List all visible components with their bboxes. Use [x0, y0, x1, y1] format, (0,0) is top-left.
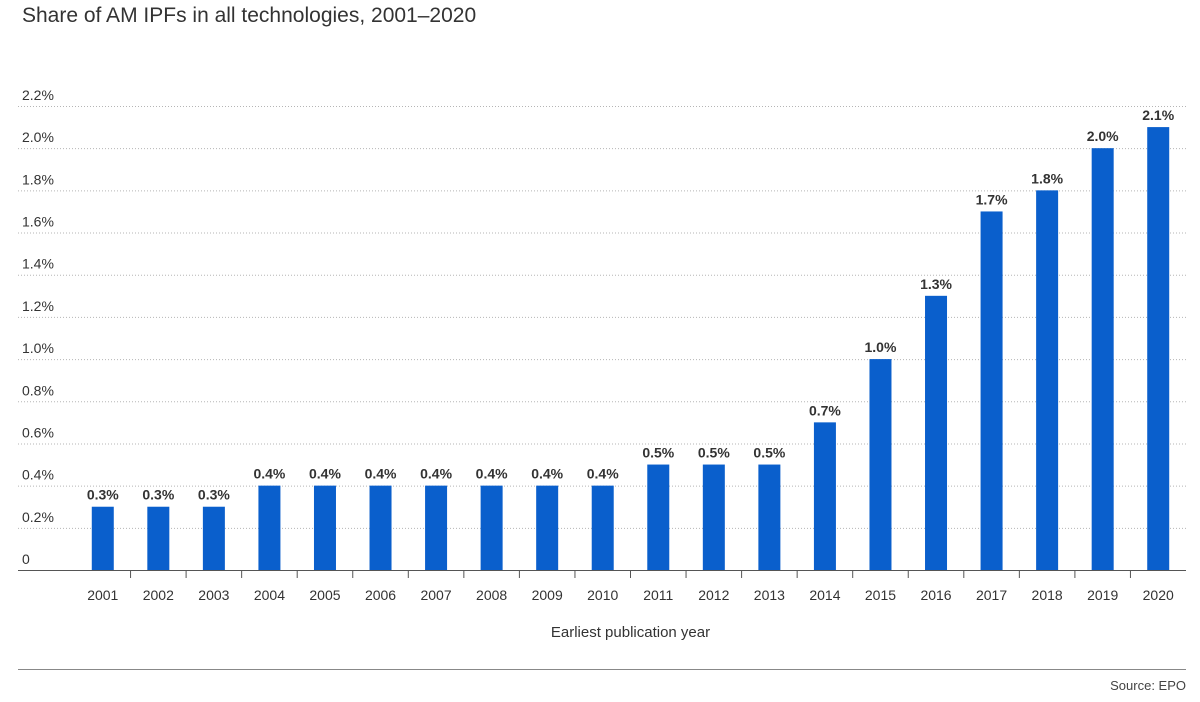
bar-value-label: 0.3%	[198, 487, 230, 503]
bar	[1147, 127, 1170, 570]
y-tick-label: 2.2%	[22, 87, 54, 103]
x-tick-label: 2016	[920, 587, 951, 603]
bars	[91, 127, 1170, 571]
x-tick-label: 2007	[420, 587, 451, 603]
bar-value-label: 0.5%	[753, 445, 785, 461]
x-tick-label: 2019	[1087, 587, 1118, 603]
bar	[147, 506, 170, 570]
chart-title: Share of AM IPFs in all technologies, 20…	[22, 4, 477, 27]
bar	[813, 422, 836, 570]
y-tick-label: 1.6%	[22, 214, 54, 230]
source-note: Source: EPO	[1110, 678, 1186, 693]
bar	[869, 359, 892, 570]
bar	[925, 295, 948, 570]
bar	[480, 485, 503, 570]
y-tick-label: 0.2%	[22, 509, 54, 525]
bar-value-label: 0.4%	[420, 466, 452, 482]
y-axis-ticks: 0 0.2% 0.4% 0.6% 0.8% 1.0% 1.2% 1.4% 1.6% 1.8% 2.0…	[22, 87, 54, 567]
x-tick-label: 2006	[365, 587, 396, 603]
bar	[647, 464, 670, 570]
bar-value-label: 1.8%	[1031, 170, 1063, 186]
y-tick-label: 1.4%	[22, 256, 54, 272]
bar-value-label: 0.5%	[642, 445, 674, 461]
bar	[369, 485, 392, 570]
x-tick-label: 2008	[476, 587, 507, 603]
bar	[1036, 190, 1059, 570]
y-tick-label: 0.8%	[22, 382, 54, 398]
y-tick-label: 0.6%	[22, 424, 54, 440]
bar	[202, 506, 225, 570]
bar	[591, 485, 614, 570]
x-tick-label: 2015	[865, 587, 896, 603]
bar-value-label: 0.7%	[809, 402, 841, 418]
x-tick-label: 2004	[254, 587, 285, 603]
x-tick-label: 2011	[643, 587, 673, 603]
x-tick-label: 2018	[1032, 587, 1063, 603]
bar	[1091, 148, 1114, 570]
bar-value-label: 2.1%	[1142, 107, 1174, 123]
bar	[980, 211, 1003, 571]
x-tick-label: 2009	[532, 587, 563, 603]
bar-value-label: 1.3%	[920, 276, 952, 292]
bar-value-label: 0.4%	[253, 466, 285, 482]
x-tick-label: 2012	[698, 587, 729, 603]
x-tick-label: 2017	[976, 587, 1007, 603]
bar	[258, 485, 281, 570]
bar	[313, 485, 336, 570]
bar-value-label: 1.0%	[865, 339, 897, 355]
x-tick-label: 2003	[198, 587, 229, 603]
bar	[536, 485, 559, 570]
bar-value-label: 1.7%	[976, 191, 1008, 207]
x-tick-label: 2010	[587, 587, 618, 603]
x-axis-label: Earliest publication year	[551, 624, 710, 641]
bar-value-label: 0.5%	[698, 445, 730, 461]
x-axis-ticks: 2001 2002 2003 2004 2005 2006 2007 2008 2009 2010…	[87, 570, 1174, 603]
x-tick-label: 2005	[309, 587, 340, 603]
x-tick-label: 2002	[143, 587, 174, 603]
bar	[91, 506, 114, 570]
bar	[425, 485, 448, 570]
y-tick-label: 1.2%	[22, 298, 54, 314]
x-tick-label: 2014	[809, 587, 840, 603]
y-tick-label: 0	[22, 551, 30, 567]
bar-value-label: 0.4%	[587, 466, 619, 482]
bar-value-label: 0.4%	[531, 466, 563, 482]
x-tick-label: 2020	[1143, 587, 1174, 603]
y-tick-label: 1.8%	[22, 171, 54, 187]
y-tick-label: 0.4%	[22, 467, 54, 483]
x-tick-label: 2013	[754, 587, 785, 603]
bar-value-label: 2.0%	[1087, 128, 1119, 144]
y-tick-label: 2.0%	[22, 129, 54, 145]
x-tick-label: 2001	[87, 587, 118, 603]
y-tick-label: 1.0%	[22, 340, 54, 356]
bar-value-label: 0.4%	[476, 466, 508, 482]
bar	[702, 464, 725, 570]
bar-value-label: 0.3%	[87, 487, 119, 503]
bar-value-label: 0.4%	[365, 466, 397, 482]
bar-value-label: 0.3%	[142, 487, 174, 503]
value-labels: 0.3% 0.3% 0.3% 0.4% 0.4% 0.4% 0.4% 0.4% 0.4% 0.4%…	[87, 107, 1175, 503]
bar	[758, 464, 781, 570]
bar-value-label: 0.4%	[309, 466, 341, 482]
